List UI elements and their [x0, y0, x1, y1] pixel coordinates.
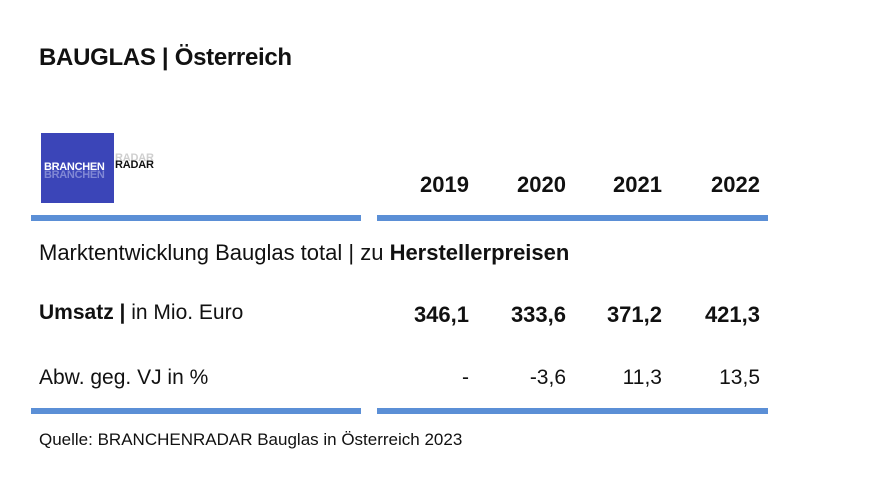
logo-reflection: BRANCHEN: [44, 169, 105, 181]
umsatz-value-2020: 333,6: [510, 302, 566, 327]
row-label-umsatz-unit: in Mio. Euro: [125, 301, 244, 324]
logo-reflection-radar: RADAR: [115, 152, 154, 164]
divider-bottom-left: [31, 408, 361, 414]
row-label-umsatz: Umsatz | in Mio. Euro: [39, 301, 243, 325]
abweichung-value-2019: -: [462, 366, 469, 389]
divider-top-right: [377, 215, 768, 221]
divider-top-left: [31, 215, 361, 221]
table-subtitle: Marktentwicklung Bauglas total | zu Hers…: [39, 240, 569, 266]
umsatz-value-2021: 371,2: [606, 302, 662, 327]
row-label-abweichung: Abw. geg. VJ in %: [39, 366, 209, 389]
branchenradar-logo: BRANCHEN BRANCHEN RADAR RADAR: [41, 133, 154, 203]
year-header-2022: 2022: [711, 172, 760, 197]
logo-text-radar: RADAR: [115, 159, 154, 171]
subtitle-normal: Marktentwicklung Bauglas total | zu: [39, 240, 390, 265]
umsatz-value-2019: 346,1: [413, 302, 469, 327]
page-title: BAUGLAS | Österreich: [39, 44, 292, 71]
year-header-2019: 2019: [420, 172, 469, 197]
year-header-2021: 2021: [613, 172, 662, 197]
row-label-umsatz-bold: Umsatz |: [39, 301, 126, 324]
abweichung-value-2021: 11,3: [622, 366, 662, 389]
abweichung-value-2022: 13,5: [719, 366, 760, 389]
divider-bottom-right: [377, 408, 768, 414]
umsatz-value-2022: 421,3: [704, 302, 760, 327]
year-header-2020: 2020: [517, 172, 566, 197]
subtitle-bold: Herstellerpreisen: [389, 240, 570, 265]
logo-text-branchen: BRANCHEN: [44, 161, 105, 173]
source-note: Quelle: BRANCHENRADAR Bauglas in Österre…: [39, 430, 463, 449]
abweichung-value-2020: -3,6: [529, 366, 566, 389]
